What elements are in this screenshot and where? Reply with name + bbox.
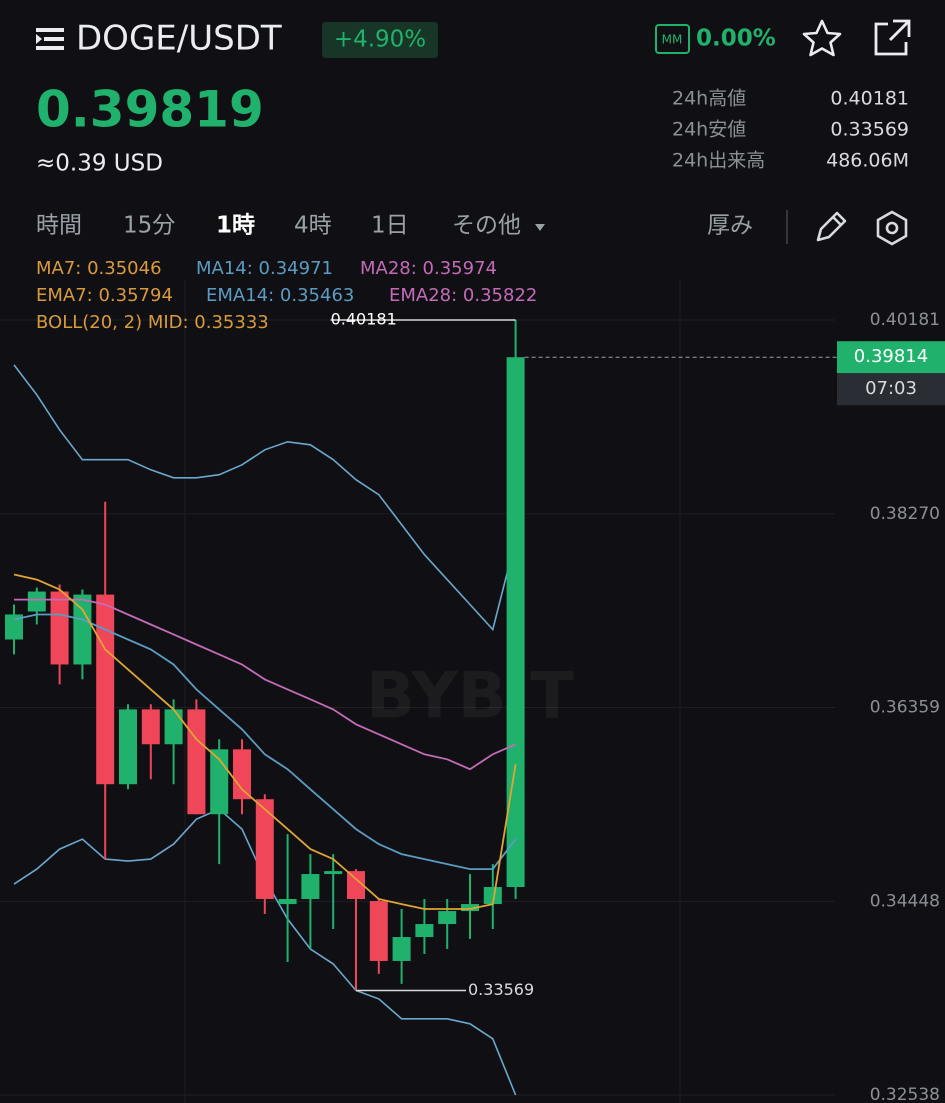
stat-label: 24h高値 <box>672 88 746 110</box>
candle-body <box>301 874 320 899</box>
ma-line <box>14 598 516 771</box>
indicator-label: MA28: 0.35974 <box>360 258 497 279</box>
indicator-label: EMA14: 0.35463 <box>206 285 354 306</box>
candle-body <box>461 904 479 912</box>
candle-body <box>415 924 434 938</box>
candle-body <box>5 614 23 640</box>
low-label: 0.33569 <box>468 980 534 999</box>
candle-body <box>278 898 297 905</box>
price-tag <box>837 341 945 374</box>
tab[interactable]: 時間 <box>36 213 82 239</box>
ma-line <box>13 573 517 910</box>
high-label: 0.40181 <box>331 310 397 329</box>
y-tick-label: 0.38270 <box>870 504 940 524</box>
indicator-label: EMA7: 0.35794 <box>36 285 173 306</box>
candle-body <box>347 871 365 899</box>
tab[interactable]: 15分 <box>123 213 175 239</box>
settings-icon[interactable] <box>876 210 908 246</box>
stat-value: 486.06M <box>826 150 909 172</box>
dropdown-arrow[interactable] <box>535 224 545 231</box>
pair[interactable]: DOGE/USDT <box>76 19 282 59</box>
mm-value: 0.00% <box>696 26 776 52</box>
indicator-label: EMA28: 0.35822 <box>389 285 537 306</box>
stat-value: 0.40181 <box>830 88 909 110</box>
candle-body <box>119 709 137 785</box>
countdown: 07:03 <box>865 378 917 399</box>
mm-box <box>655 24 690 54</box>
candle-body <box>483 887 502 905</box>
stat-label: 24h出来高 <box>672 150 765 172</box>
candle-body <box>255 799 274 899</box>
candle-body <box>438 911 457 925</box>
candle-body <box>506 357 525 888</box>
y-tick-label: 0.36359 <box>870 698 940 718</box>
candle-body <box>233 749 251 800</box>
candle-body <box>73 594 92 665</box>
y-tick-label: 0.32538 <box>870 1085 940 1103</box>
candle-body <box>27 591 46 612</box>
candle-body <box>164 709 183 745</box>
favorite-icon[interactable] <box>802 19 842 57</box>
y-tick-label: 0.34448 <box>870 891 940 911</box>
indicator-label: BOLL(20, 2) MID: 0.35333 <box>36 312 269 333</box>
menu-icon[interactable] <box>36 28 64 50</box>
band-line <box>13 364 517 632</box>
candle-body <box>50 591 69 665</box>
candle-body <box>96 594 115 785</box>
ma-line <box>13 613 517 870</box>
share-icon[interactable] <box>874 19 911 56</box>
stat-label: 24h安値 <box>672 119 746 141</box>
chart: 0.40181 0.38270 0.36359 0.34448 0.32538 BYBIT… <box>0 280 945 1103</box>
tab[interactable]: その他 <box>452 213 521 239</box>
candle-body <box>392 937 411 961</box>
indicator-label: MA7: 0.35046 <box>36 258 162 279</box>
change-badge <box>322 22 438 58</box>
watermark: BYBIT <box>366 660 574 734</box>
depth-tab[interactable]: 厚み <box>707 213 753 239</box>
price-tag-label: 0.39814 <box>854 346 928 367</box>
usd-price: ≈0.39 USD <box>36 151 163 177</box>
draw-icon[interactable] <box>816 211 847 242</box>
candle-body <box>324 871 343 875</box>
y-tick-label: 0.40181 <box>870 310 940 330</box>
candle-body <box>187 709 206 815</box>
candle-body <box>369 901 388 961</box>
indicator-label: MA14: 0.34971 <box>196 258 333 279</box>
candle-body <box>141 709 160 745</box>
tab[interactable]: 1日 <box>371 213 409 239</box>
countdown-box <box>837 373 945 406</box>
mm-label: MM <box>662 33 683 47</box>
change: +4.90% <box>334 27 426 53</box>
stat-value: 0.33569 <box>830 119 909 141</box>
indicators: MA7: 0.35046 MA14: 0.34971 MA28: 0.35974 EM… <box>36 258 537 333</box>
tab-active[interactable]: 1時 <box>216 213 255 239</box>
last-price: 0.39819 <box>36 81 264 139</box>
tab[interactable]: 4時 <box>294 213 332 239</box>
